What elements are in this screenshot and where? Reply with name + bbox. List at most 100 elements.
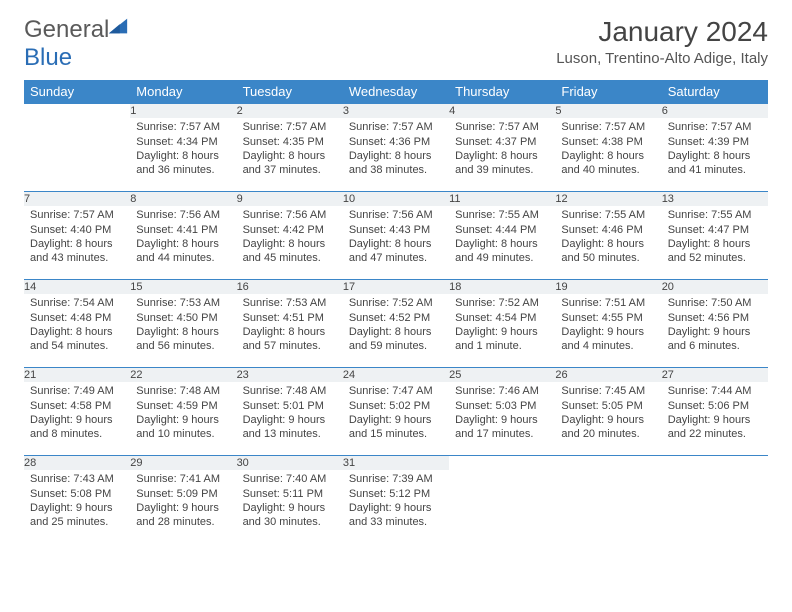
sunset-text: Sunset: 4:48 PM (30, 311, 124, 325)
sunset-text: Sunset: 4:51 PM (243, 311, 337, 325)
month-title: January 2024 (556, 16, 768, 48)
daylight-line1: Daylight: 8 hours (349, 149, 443, 163)
day-detail-cell: Sunrise: 7:57 AMSunset: 4:35 PMDaylight:… (237, 118, 343, 185)
daylight-line1: Daylight: 9 hours (349, 501, 443, 515)
day-detail-cell: Sunrise: 7:41 AMSunset: 5:09 PMDaylight:… (130, 470, 236, 537)
logo-triangle-icon (107, 15, 129, 37)
day-detail-cell: Sunrise: 7:48 AMSunset: 4:59 PMDaylight:… (130, 382, 236, 449)
day-number-row: 21222324252627 (24, 367, 768, 382)
sunrise-text: Sunrise: 7:57 AM (136, 120, 230, 134)
day-detail-cell: Sunrise: 7:57 AMSunset: 4:40 PMDaylight:… (24, 206, 130, 273)
day-number-cell: 28 (24, 455, 130, 470)
day-detail-cell: Sunrise: 7:45 AMSunset: 5:05 PMDaylight:… (555, 382, 661, 449)
day-number-cell: 8 (130, 191, 236, 206)
day-number-row: 78910111213 (24, 191, 768, 206)
sunset-text: Sunset: 4:37 PM (455, 135, 549, 149)
sunset-text: Sunset: 5:02 PM (349, 399, 443, 413)
day-detail-row: Sunrise: 7:57 AMSunset: 4:34 PMDaylight:… (24, 118, 768, 185)
empty-cell (449, 470, 555, 537)
day-detail-cell: Sunrise: 7:57 AMSunset: 4:39 PMDaylight:… (662, 118, 768, 185)
day-number-cell: 19 (555, 279, 661, 294)
daylight-line2: and 52 minutes. (668, 251, 762, 265)
daylight-line1: Daylight: 9 hours (136, 413, 230, 427)
day-detail-cell: Sunrise: 7:54 AMSunset: 4:48 PMDaylight:… (24, 294, 130, 361)
empty-cell (662, 455, 768, 470)
daylight-line1: Daylight: 8 hours (455, 149, 549, 163)
sunset-text: Sunset: 4:59 PM (136, 399, 230, 413)
day-number-cell: 24 (343, 367, 449, 382)
day-detail-cell: Sunrise: 7:48 AMSunset: 5:01 PMDaylight:… (237, 382, 343, 449)
sunset-text: Sunset: 4:46 PM (561, 223, 655, 237)
day-detail-cell: Sunrise: 7:55 AMSunset: 4:44 PMDaylight:… (449, 206, 555, 273)
daylight-line1: Daylight: 8 hours (30, 325, 124, 339)
daylight-line2: and 25 minutes. (30, 515, 124, 529)
daylight-line2: and 8 minutes. (30, 427, 124, 441)
daylight-line2: and 41 minutes. (668, 163, 762, 177)
sunset-text: Sunset: 4:34 PM (136, 135, 230, 149)
weekday-header: Tuesday (237, 80, 343, 104)
daylight-line2: and 1 minute. (455, 339, 549, 353)
weekday-header: Saturday (662, 80, 768, 104)
day-number-cell: 1 (130, 104, 236, 119)
day-number-cell: 26 (555, 367, 661, 382)
weekday-header: Thursday (449, 80, 555, 104)
day-detail-cell: Sunrise: 7:57 AMSunset: 4:38 PMDaylight:… (555, 118, 661, 185)
logo: General Blue (24, 16, 129, 72)
day-detail-cell: Sunrise: 7:43 AMSunset: 5:08 PMDaylight:… (24, 470, 130, 537)
sunrise-text: Sunrise: 7:46 AM (455, 384, 549, 398)
daylight-line2: and 28 minutes. (136, 515, 230, 529)
daylight-line1: Daylight: 8 hours (561, 149, 655, 163)
title-block: January 2024 Luson, Trentino-Alto Adige,… (556, 16, 768, 67)
day-number-cell: 30 (237, 455, 343, 470)
sunrise-text: Sunrise: 7:54 AM (30, 296, 124, 310)
sunrise-text: Sunrise: 7:55 AM (668, 208, 762, 222)
sunrise-text: Sunrise: 7:56 AM (136, 208, 230, 222)
sunset-text: Sunset: 4:52 PM (349, 311, 443, 325)
daylight-line1: Daylight: 8 hours (561, 237, 655, 251)
sunrise-text: Sunrise: 7:44 AM (668, 384, 762, 398)
day-detail-cell: Sunrise: 7:52 AMSunset: 4:54 PMDaylight:… (449, 294, 555, 361)
day-detail-cell: Sunrise: 7:57 AMSunset: 4:34 PMDaylight:… (130, 118, 236, 185)
sunset-text: Sunset: 5:01 PM (243, 399, 337, 413)
day-detail-cell: Sunrise: 7:57 AMSunset: 4:37 PMDaylight:… (449, 118, 555, 185)
day-number-cell: 5 (555, 104, 661, 119)
sunrise-text: Sunrise: 7:47 AM (349, 384, 443, 398)
day-detail-cell: Sunrise: 7:55 AMSunset: 4:46 PMDaylight:… (555, 206, 661, 273)
sunset-text: Sunset: 4:42 PM (243, 223, 337, 237)
calendar-body: 123456Sunrise: 7:57 AMSunset: 4:34 PMDay… (24, 104, 768, 538)
daylight-line1: Daylight: 8 hours (243, 149, 337, 163)
empty-cell (555, 470, 661, 537)
day-number-cell: 10 (343, 191, 449, 206)
day-number-cell: 20 (662, 279, 768, 294)
day-detail-cell: Sunrise: 7:50 AMSunset: 4:56 PMDaylight:… (662, 294, 768, 361)
day-detail-cell: Sunrise: 7:39 AMSunset: 5:12 PMDaylight:… (343, 470, 449, 537)
day-detail-cell: Sunrise: 7:56 AMSunset: 4:42 PMDaylight:… (237, 206, 343, 273)
daylight-line1: Daylight: 8 hours (243, 325, 337, 339)
daylight-line2: and 10 minutes. (136, 427, 230, 441)
day-detail-cell: Sunrise: 7:57 AMSunset: 4:36 PMDaylight:… (343, 118, 449, 185)
sunrise-text: Sunrise: 7:57 AM (349, 120, 443, 134)
daylight-line2: and 36 minutes. (136, 163, 230, 177)
sunrise-text: Sunrise: 7:49 AM (30, 384, 124, 398)
daylight-line2: and 17 minutes. (455, 427, 549, 441)
daylight-line1: Daylight: 9 hours (561, 413, 655, 427)
day-detail-cell: Sunrise: 7:56 AMSunset: 4:43 PMDaylight:… (343, 206, 449, 273)
day-detail-cell: Sunrise: 7:56 AMSunset: 4:41 PMDaylight:… (130, 206, 236, 273)
day-number-cell: 15 (130, 279, 236, 294)
day-number-cell: 12 (555, 191, 661, 206)
daylight-line2: and 15 minutes. (349, 427, 443, 441)
day-detail-cell: Sunrise: 7:55 AMSunset: 4:47 PMDaylight:… (662, 206, 768, 273)
day-detail-row: Sunrise: 7:57 AMSunset: 4:40 PMDaylight:… (24, 206, 768, 273)
daylight-line1: Daylight: 8 hours (136, 149, 230, 163)
day-detail-row: Sunrise: 7:49 AMSunset: 4:58 PMDaylight:… (24, 382, 768, 449)
sunset-text: Sunset: 5:11 PM (243, 487, 337, 501)
sunset-text: Sunset: 5:05 PM (561, 399, 655, 413)
daylight-line2: and 54 minutes. (30, 339, 124, 353)
daylight-line1: Daylight: 9 hours (30, 501, 124, 515)
sunset-text: Sunset: 4:44 PM (455, 223, 549, 237)
sunset-text: Sunset: 5:12 PM (349, 487, 443, 501)
daylight-line2: and 39 minutes. (455, 163, 549, 177)
sunrise-text: Sunrise: 7:48 AM (136, 384, 230, 398)
sunrise-text: Sunrise: 7:56 AM (243, 208, 337, 222)
daylight-line2: and 44 minutes. (136, 251, 230, 265)
